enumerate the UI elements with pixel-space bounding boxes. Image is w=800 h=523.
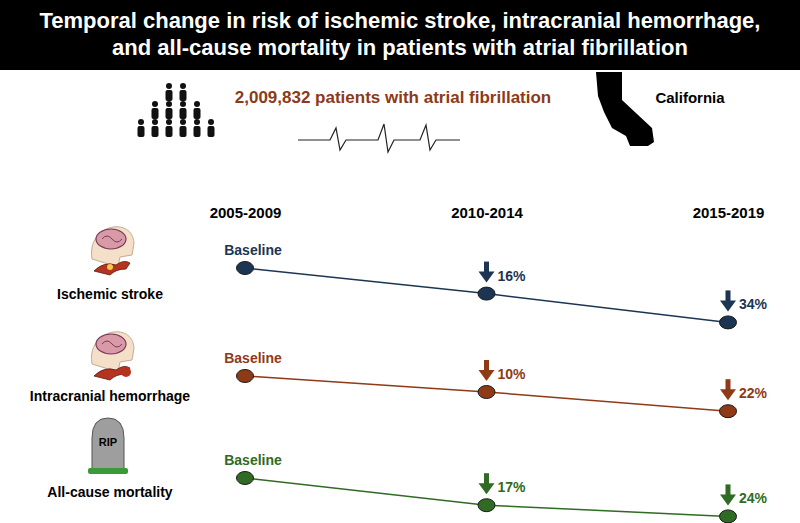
person-head	[180, 83, 186, 89]
data-label: Baseline	[224, 350, 282, 366]
arrow-shaft	[726, 290, 731, 301]
point	[478, 499, 495, 512]
person-body	[166, 126, 173, 137]
point	[478, 386, 495, 399]
person-body	[180, 108, 187, 119]
arrow-head	[479, 272, 495, 283]
tombstone-icon: RIP	[88, 418, 128, 474]
x-tick-label: 2015-2019	[693, 204, 765, 221]
chart: Temporal change in risk of ischemic stro…	[0, 0, 800, 523]
data-label: 22%	[739, 385, 768, 401]
annotation: California	[655, 89, 725, 106]
person-body	[152, 108, 159, 119]
person-body	[208, 126, 215, 137]
labels: Ischemic stroke Baseline 16% 34% Intracrania…	[30, 242, 768, 506]
data-label: 10%	[498, 366, 527, 382]
person-body	[194, 108, 201, 119]
arrow-head	[479, 370, 495, 381]
arrow-head	[720, 494, 736, 505]
data-label: 17%	[498, 479, 527, 495]
title-line: Temporal change in risk of ischemic stro…	[40, 8, 761, 33]
series-line	[245, 376, 728, 411]
clot-icon	[107, 264, 113, 270]
point	[237, 472, 254, 485]
data-label: 34%	[739, 296, 768, 312]
series-name: Intracranial hemorrhage	[30, 388, 190, 404]
person-head	[194, 101, 200, 107]
arrow-head	[720, 389, 736, 400]
tombstone	[92, 418, 124, 472]
data-label: Baseline	[224, 242, 282, 258]
brain-icon	[96, 229, 126, 249]
arrow-shaft	[484, 360, 489, 371]
point	[720, 316, 737, 329]
person-body	[194, 126, 201, 137]
person-head	[166, 101, 172, 107]
person-body	[180, 90, 187, 101]
x-axis: 2005-2009 2010-2014 2015-2019	[210, 204, 765, 221]
person-body	[152, 126, 159, 137]
title-line: and all-cause mortality in patients with…	[112, 35, 688, 60]
person-head	[180, 119, 186, 125]
person-head	[166, 83, 172, 89]
person-body	[166, 90, 173, 101]
x-tick-label: 2010-2014	[451, 204, 523, 221]
person-head	[152, 119, 158, 125]
point	[237, 370, 254, 383]
person-head	[208, 119, 214, 125]
person-body	[166, 108, 173, 119]
x-tick: 2015-2019	[693, 204, 765, 221]
head-icon	[91, 227, 134, 267]
series-line	[245, 478, 728, 516]
series-name: All-cause mortality	[47, 484, 172, 500]
point	[237, 262, 254, 275]
vessel-icon	[94, 261, 130, 275]
arrow-shaft	[726, 484, 731, 495]
x-tick-label: 2005-2009	[210, 204, 282, 221]
title: Temporal change in risk of ischemic stro…	[40, 8, 761, 60]
grass	[88, 468, 128, 474]
brain-fold	[102, 341, 122, 347]
person-head	[138, 119, 144, 125]
bleed-icon	[121, 367, 131, 377]
data-label: Baseline	[224, 452, 282, 468]
vessel-icon	[94, 366, 130, 380]
data-label: 16%	[498, 268, 527, 284]
point	[478, 287, 495, 300]
point	[720, 405, 737, 418]
stroke-icon	[91, 227, 134, 275]
brain-icon	[96, 334, 126, 354]
california-shape	[596, 72, 654, 146]
subtitle: 2,009,832 patients with atrial fibrillat…	[235, 88, 551, 107]
brain-fold	[102, 236, 122, 242]
annotation: RIP	[99, 436, 117, 448]
x-tick: 2010-2014	[451, 204, 523, 221]
series-line	[245, 268, 728, 322]
person-head	[152, 101, 158, 107]
ecg-trace	[298, 124, 460, 152]
person-head	[166, 119, 172, 125]
arrow-shaft	[484, 473, 489, 484]
arrow-shaft	[726, 379, 731, 390]
arrow-head	[720, 300, 736, 311]
person-body	[180, 126, 187, 137]
arrow-shaft	[484, 262, 489, 273]
plot-area	[237, 262, 737, 523]
person-head	[194, 119, 200, 125]
title-banner	[0, 0, 800, 70]
head-icon	[91, 332, 134, 372]
x-tick: 2005-2009	[210, 204, 282, 221]
point	[720, 510, 737, 523]
series-name: Ischemic stroke	[57, 286, 163, 302]
person-head	[180, 101, 186, 107]
data-label: 24%	[739, 490, 768, 506]
people-icon	[138, 83, 215, 137]
arrow-head	[479, 483, 495, 494]
person-body	[138, 126, 145, 137]
hemorrhage-icon	[91, 332, 134, 380]
